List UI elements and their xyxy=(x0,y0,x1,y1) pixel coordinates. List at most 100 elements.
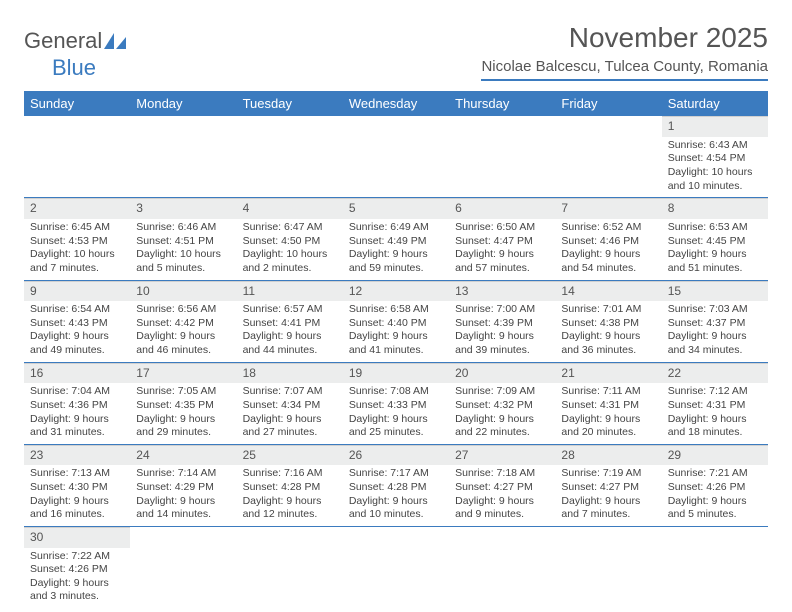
day-info: Sunrise: 7:07 AMSunset: 4:34 PMDaylight:… xyxy=(237,383,343,444)
weekday-header-row: Sunday Monday Tuesday Wednesday Thursday… xyxy=(24,91,768,116)
sunset: Sunset: 4:47 PM xyxy=(455,235,549,249)
day-info: Sunrise: 7:19 AMSunset: 4:27 PMDaylight:… xyxy=(555,465,661,526)
calendar-cell: 24Sunrise: 7:14 AMSunset: 4:29 PMDayligh… xyxy=(130,444,236,526)
sunrise: Sunrise: 7:05 AM xyxy=(136,385,230,399)
weekday-header: Friday xyxy=(555,91,661,116)
day-number: 12 xyxy=(343,281,449,302)
day-number: 7 xyxy=(555,198,661,219)
title-block: November 2025 Nicolae Balcescu, Tulcea C… xyxy=(481,22,768,81)
sunrise: Sunrise: 6:57 AM xyxy=(243,303,337,317)
day-number: 25 xyxy=(237,445,343,466)
sunset: Sunset: 4:39 PM xyxy=(455,317,549,331)
calendar-cell: 5Sunrise: 6:49 AMSunset: 4:49 PMDaylight… xyxy=(343,198,449,280)
calendar-cell: 3Sunrise: 6:46 AMSunset: 4:51 PMDaylight… xyxy=(130,198,236,280)
sail-icon xyxy=(104,29,126,55)
sunset: Sunset: 4:42 PM xyxy=(136,317,230,331)
calendar-cell: 22Sunrise: 7:12 AMSunset: 4:31 PMDayligh… xyxy=(662,362,768,444)
sunrise: Sunrise: 7:12 AM xyxy=(668,385,762,399)
sunrise: Sunrise: 6:54 AM xyxy=(30,303,124,317)
day-number: 30 xyxy=(24,527,130,548)
calendar-cell xyxy=(237,116,343,198)
day-info: Sunrise: 7:08 AMSunset: 4:33 PMDaylight:… xyxy=(343,383,449,444)
sunset: Sunset: 4:31 PM xyxy=(561,399,655,413)
sunset: Sunset: 4:33 PM xyxy=(349,399,443,413)
daylight: Daylight: 9 hours and 51 minutes. xyxy=(668,248,762,275)
sunrise: Sunrise: 7:07 AM xyxy=(243,385,337,399)
daylight: Daylight: 10 hours and 2 minutes. xyxy=(243,248,337,275)
day-number: 22 xyxy=(662,363,768,384)
day-info: Sunrise: 7:11 AMSunset: 4:31 PMDaylight:… xyxy=(555,383,661,444)
calendar-cell xyxy=(555,526,661,608)
day-number: 28 xyxy=(555,445,661,466)
day-info: Sunrise: 6:57 AMSunset: 4:41 PMDaylight:… xyxy=(237,301,343,362)
day-info: Sunrise: 7:03 AMSunset: 4:37 PMDaylight:… xyxy=(662,301,768,362)
daylight: Daylight: 9 hours and 5 minutes. xyxy=(668,495,762,522)
sunrise: Sunrise: 7:14 AM xyxy=(136,467,230,481)
day-number: 8 xyxy=(662,198,768,219)
sunset: Sunset: 4:35 PM xyxy=(136,399,230,413)
sunset: Sunset: 4:32 PM xyxy=(455,399,549,413)
daylight: Daylight: 9 hours and 36 minutes. xyxy=(561,330,655,357)
sunset: Sunset: 4:34 PM xyxy=(243,399,337,413)
day-number: 17 xyxy=(130,363,236,384)
day-info: Sunrise: 6:58 AMSunset: 4:40 PMDaylight:… xyxy=(343,301,449,362)
weekday-header: Thursday xyxy=(449,91,555,116)
weekday-header: Tuesday xyxy=(237,91,343,116)
calendar-cell: 27Sunrise: 7:18 AMSunset: 4:27 PMDayligh… xyxy=(449,444,555,526)
calendar-cell: 29Sunrise: 7:21 AMSunset: 4:26 PMDayligh… xyxy=(662,444,768,526)
sunrise: Sunrise: 7:11 AM xyxy=(561,385,655,399)
daylight: Daylight: 9 hours and 27 minutes. xyxy=(243,413,337,440)
day-number: 21 xyxy=(555,363,661,384)
day-number: 10 xyxy=(130,281,236,302)
day-number: 6 xyxy=(449,198,555,219)
calendar-cell: 16Sunrise: 7:04 AMSunset: 4:36 PMDayligh… xyxy=(24,362,130,444)
sunset: Sunset: 4:50 PM xyxy=(243,235,337,249)
day-number: 2 xyxy=(24,198,130,219)
day-number: 16 xyxy=(24,363,130,384)
day-number: 23 xyxy=(24,445,130,466)
day-number: 13 xyxy=(449,281,555,302)
calendar-cell: 1Sunrise: 6:43 AMSunset: 4:54 PMDaylight… xyxy=(662,116,768,198)
weekday-header: Saturday xyxy=(662,91,768,116)
calendar-cell xyxy=(662,526,768,608)
week-row: 23Sunrise: 7:13 AMSunset: 4:30 PMDayligh… xyxy=(24,444,768,526)
calendar-cell: 14Sunrise: 7:01 AMSunset: 4:38 PMDayligh… xyxy=(555,280,661,362)
sunrise: Sunrise: 6:56 AM xyxy=(136,303,230,317)
day-info: Sunrise: 7:01 AMSunset: 4:38 PMDaylight:… xyxy=(555,301,661,362)
day-info: Sunrise: 6:50 AMSunset: 4:47 PMDaylight:… xyxy=(449,219,555,280)
sunrise: Sunrise: 7:18 AM xyxy=(455,467,549,481)
sunset: Sunset: 4:45 PM xyxy=(668,235,762,249)
sunrise: Sunrise: 7:09 AM xyxy=(455,385,549,399)
calendar-cell: 25Sunrise: 7:16 AMSunset: 4:28 PMDayligh… xyxy=(237,444,343,526)
day-number: 19 xyxy=(343,363,449,384)
sunset: Sunset: 4:51 PM xyxy=(136,235,230,249)
daylight: Daylight: 9 hours and 7 minutes. xyxy=(561,495,655,522)
calendar-cell: 21Sunrise: 7:11 AMSunset: 4:31 PMDayligh… xyxy=(555,362,661,444)
sunrise: Sunrise: 7:19 AM xyxy=(561,467,655,481)
calendar-cell: 15Sunrise: 7:03 AMSunset: 4:37 PMDayligh… xyxy=(662,280,768,362)
sunrise: Sunrise: 7:04 AM xyxy=(30,385,124,399)
sunrise: Sunrise: 6:43 AM xyxy=(668,139,762,153)
sunset: Sunset: 4:46 PM xyxy=(561,235,655,249)
day-number: 20 xyxy=(449,363,555,384)
calendar-cell: 23Sunrise: 7:13 AMSunset: 4:30 PMDayligh… xyxy=(24,444,130,526)
calendar-cell xyxy=(343,116,449,198)
day-number: 14 xyxy=(555,281,661,302)
sunset: Sunset: 4:31 PM xyxy=(668,399,762,413)
day-info: Sunrise: 6:56 AMSunset: 4:42 PMDaylight:… xyxy=(130,301,236,362)
calendar-cell: 13Sunrise: 7:00 AMSunset: 4:39 PMDayligh… xyxy=(449,280,555,362)
day-info: Sunrise: 7:17 AMSunset: 4:28 PMDaylight:… xyxy=(343,465,449,526)
sunrise: Sunrise: 7:00 AM xyxy=(455,303,549,317)
calendar-table: Sunday Monday Tuesday Wednesday Thursday… xyxy=(24,91,768,608)
calendar-cell: 6Sunrise: 6:50 AMSunset: 4:47 PMDaylight… xyxy=(449,198,555,280)
calendar-cell: 2Sunrise: 6:45 AMSunset: 4:53 PMDaylight… xyxy=(24,198,130,280)
day-number: 4 xyxy=(237,198,343,219)
sunrise: Sunrise: 6:46 AM xyxy=(136,221,230,235)
day-number: 27 xyxy=(449,445,555,466)
day-info: Sunrise: 6:53 AMSunset: 4:45 PMDaylight:… xyxy=(662,219,768,280)
calendar-cell: 11Sunrise: 6:57 AMSunset: 4:41 PMDayligh… xyxy=(237,280,343,362)
sunrise: Sunrise: 6:58 AM xyxy=(349,303,443,317)
sunrise: Sunrise: 6:47 AM xyxy=(243,221,337,235)
day-info: Sunrise: 6:43 AMSunset: 4:54 PMDaylight:… xyxy=(662,137,768,198)
day-info: Sunrise: 7:13 AMSunset: 4:30 PMDaylight:… xyxy=(24,465,130,526)
